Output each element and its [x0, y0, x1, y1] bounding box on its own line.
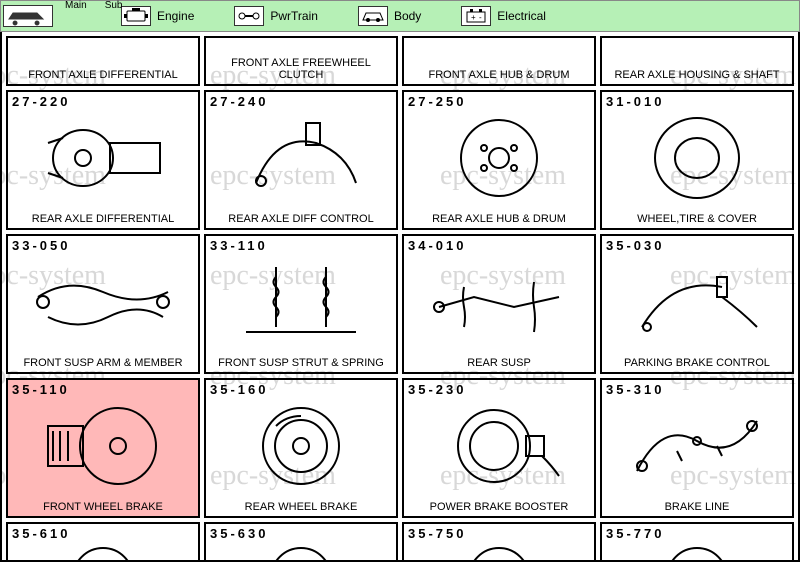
part-label: REAR AXLE HUB & DRUM: [404, 213, 594, 226]
category-engine[interactable]: Engine: [121, 6, 194, 26]
part-card-35-630[interactable]: 35-630: [204, 522, 398, 562]
part-diagram: [410, 106, 588, 210]
category-pwrtrain[interactable]: PwrTrain: [234, 6, 318, 26]
part-label: FRONT WHEEL BRAKE: [8, 501, 198, 514]
part-label: FRONT AXLE DIFFERENTIAL: [8, 69, 198, 82]
part-diagram: [410, 394, 588, 498]
part-diagram: [608, 250, 786, 354]
part-card-34-010[interactable]: 34-010REAR SUSP: [402, 234, 596, 374]
tab-labels: Main Sub: [65, 0, 122, 11]
part-diagram: [212, 106, 390, 210]
part-diagram: [410, 250, 588, 354]
part-label: FRONT AXLE FREEWHEEL CLUTCH: [206, 57, 396, 82]
part-label: PARKING BRAKE CONTROL: [602, 357, 792, 370]
part-label: POWER BRAKE BOOSTER: [404, 501, 594, 514]
part-diagram: [608, 106, 786, 210]
part-diagram: [212, 250, 390, 354]
electrical-icon: +-: [461, 6, 491, 26]
part-diagram: [608, 542, 786, 562]
category-electrical[interactable]: +- Electrical: [461, 6, 546, 26]
part-card[interactable]: FRONT AXLE FREEWHEEL CLUTCH: [204, 36, 398, 86]
engine-icon: [121, 6, 151, 26]
part-card-35-230[interactable]: 35-230POWER BRAKE BOOSTER: [402, 378, 596, 518]
part-card-33-050[interactable]: 33-050FRONT SUSP ARM & MEMBER: [6, 234, 200, 374]
category-label: Engine: [157, 9, 194, 23]
category-label: PwrTrain: [270, 9, 318, 23]
part-card-31-010[interactable]: 31-010WHEEL,TIRE & COVER: [600, 90, 794, 230]
tab-sub[interactable]: Sub: [105, 0, 123, 11]
part-card-27-250[interactable]: 27-250REAR AXLE HUB & DRUM: [402, 90, 596, 230]
part-card-35-030[interactable]: 35-030PARKING BRAKE CONTROL: [600, 234, 794, 374]
svg-text:+: +: [471, 13, 476, 22]
part-label: FRONT AXLE HUB & DRUM: [404, 69, 594, 82]
part-label: REAR AXLE DIFFERENTIAL: [8, 213, 198, 226]
category-body[interactable]: Body: [358, 6, 421, 26]
part-card-35-310[interactable]: 35-310BRAKE LINE: [600, 378, 794, 518]
part-diagram: [410, 542, 588, 562]
part-label: REAR AXLE DIFF CONTROL: [206, 213, 396, 226]
part-card-33-110[interactable]: 33-110FRONT SUSP STRUT & SPRING: [204, 234, 398, 374]
part-label: FRONT SUSP STRUT & SPRING: [206, 357, 396, 370]
body-icon: [358, 6, 388, 26]
category-label: Electrical: [497, 9, 546, 23]
part-diagram: [14, 250, 192, 354]
part-label: BRAKE LINE: [602, 501, 792, 514]
part-diagram: [14, 394, 192, 498]
part-card-35-160[interactable]: 35-160REAR WHEEL BRAKE: [204, 378, 398, 518]
part-card-27-220[interactable]: 27-220REAR AXLE DIFFERENTIAL: [6, 90, 200, 230]
vehicle-icon[interactable]: [3, 5, 53, 27]
part-card-35-110[interactable]: 35-110FRONT WHEEL BRAKE: [6, 378, 200, 518]
part-label: REAR AXLE HOUSING & SHAFT: [602, 69, 792, 82]
parts-grid: FRONT AXLE DIFFERENTIAL FRONT AXLE FREEWH…: [2, 32, 798, 562]
part-card-35-770[interactable]: 35-770: [600, 522, 794, 562]
part-label: FRONT SUSP ARM & MEMBER: [8, 357, 198, 370]
part-diagram: [14, 542, 192, 562]
tab-main[interactable]: Main: [65, 0, 87, 11]
part-card-35-750[interactable]: 35-750: [402, 522, 596, 562]
part-card-27-240[interactable]: 27-240REAR AXLE DIFF CONTROL: [204, 90, 398, 230]
part-card[interactable]: REAR AXLE HOUSING & SHAFT: [600, 36, 794, 86]
part-card[interactable]: FRONT AXLE HUB & DRUM: [402, 36, 596, 86]
part-label: WHEEL,TIRE & COVER: [602, 213, 792, 226]
parts-grid-container: FRONT AXLE DIFFERENTIAL FRONT AXLE FREEWH…: [0, 32, 800, 562]
part-diagram: [608, 394, 786, 498]
part-card[interactable]: FRONT AXLE DIFFERENTIAL: [6, 36, 200, 86]
part-card-35-610[interactable]: 35-610: [6, 522, 200, 562]
category-topbar: Main Sub Engine PwrTrain Body +- Electrical: [0, 0, 800, 32]
pwrtrain-icon: [234, 6, 264, 26]
part-diagram: [14, 106, 192, 210]
svg-text:-: -: [479, 13, 482, 22]
part-label: REAR WHEEL BRAKE: [206, 501, 396, 514]
part-diagram: [212, 542, 390, 562]
category-label: Body: [394, 9, 421, 23]
part-diagram: [212, 394, 390, 498]
part-label: REAR SUSP: [404, 357, 594, 370]
